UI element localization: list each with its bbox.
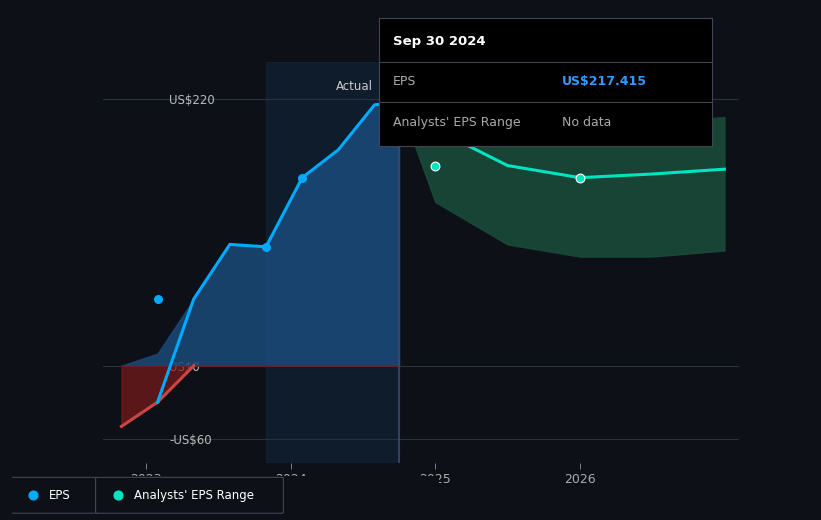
Text: EPS: EPS — [392, 75, 416, 88]
Point — [151, 295, 164, 303]
Text: US$217.415: US$217.415 — [562, 75, 647, 88]
Point — [392, 98, 406, 106]
Point — [392, 98, 406, 106]
FancyBboxPatch shape — [95, 477, 283, 513]
Point — [296, 174, 309, 182]
Text: Actual: Actual — [336, 80, 373, 93]
Text: Sep 30 2024: Sep 30 2024 — [392, 35, 485, 48]
Text: Analysts' EPS Range: Analysts' EPS Range — [392, 116, 521, 129]
Text: Analysts' EPS Range: Analysts' EPS Range — [134, 489, 254, 502]
Text: Analysts Forecasts: Analysts Forecasts — [416, 80, 526, 93]
Point — [573, 174, 586, 182]
Text: No data: No data — [562, 116, 612, 129]
Point — [429, 161, 442, 170]
Point — [26, 491, 39, 499]
Point — [259, 243, 273, 251]
Bar — [266, 62, 399, 463]
FancyBboxPatch shape — [10, 477, 98, 513]
Text: EPS: EPS — [48, 489, 71, 502]
Point — [112, 491, 125, 499]
